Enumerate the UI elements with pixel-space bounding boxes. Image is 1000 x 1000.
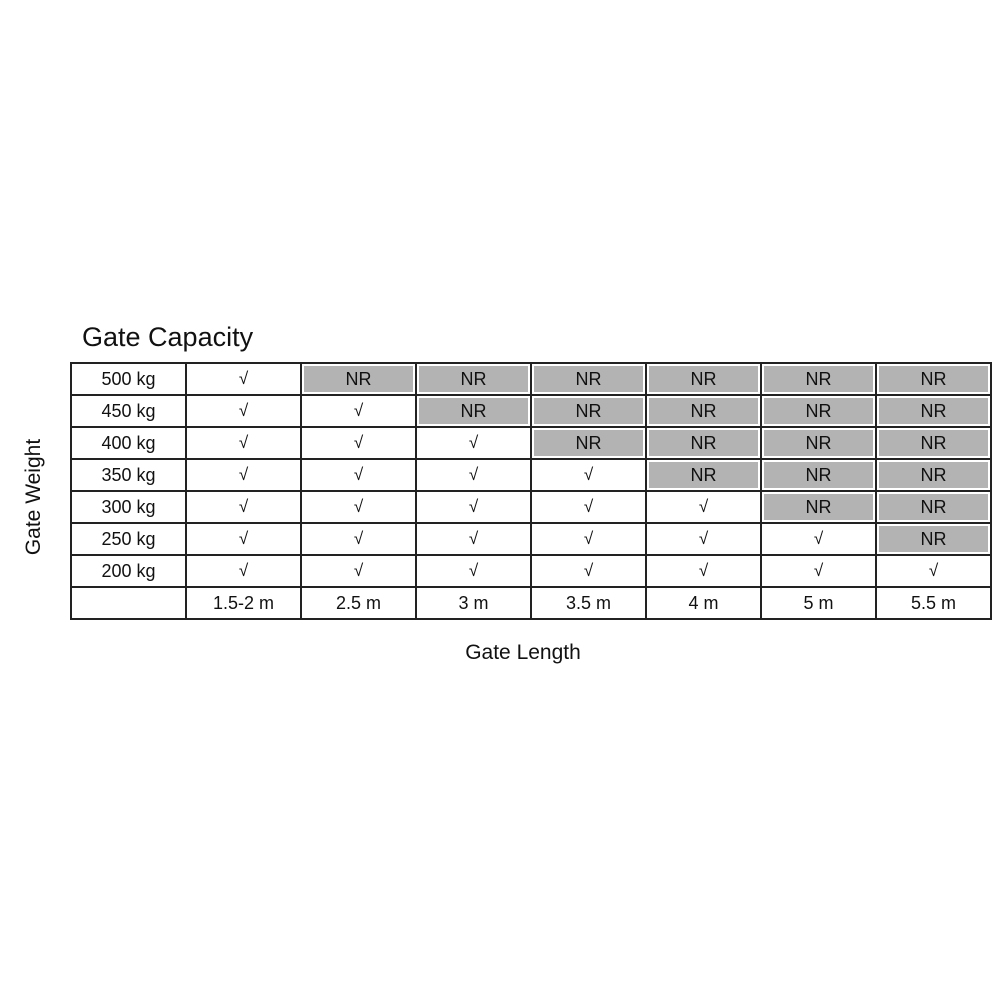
cell-not-recommended: NR bbox=[645, 458, 762, 492]
table-row: 250 kg √ √ √ √ √ √ NR bbox=[70, 522, 992, 556]
cell-check: √ bbox=[530, 522, 647, 556]
cell-not-recommended: NR bbox=[415, 394, 532, 428]
cell-not-recommended: NR bbox=[760, 362, 877, 396]
row-label: 350 kg bbox=[70, 458, 187, 492]
cell-check: √ bbox=[300, 490, 417, 524]
cell-check: √ bbox=[185, 362, 302, 396]
cell-check: √ bbox=[300, 394, 417, 428]
cell-check: √ bbox=[645, 554, 762, 588]
cell-not-recommended: NR bbox=[760, 394, 877, 428]
column-label: 5.5 m bbox=[875, 586, 992, 620]
cell-check: √ bbox=[415, 426, 532, 460]
cell-not-recommended: NR bbox=[645, 362, 762, 396]
cell-not-recommended: NR bbox=[875, 362, 992, 396]
cell-not-recommended: NR bbox=[760, 458, 877, 492]
table-row: 450 kg √ √ NR NR NR NR NR bbox=[70, 394, 992, 428]
cell-not-recommended: NR bbox=[530, 394, 647, 428]
table-row: 300 kg √ √ √ √ √ NR NR bbox=[70, 490, 992, 524]
table-row: 400 kg √ √ √ NR NR NR NR bbox=[70, 426, 992, 460]
cell-not-recommended: NR bbox=[875, 394, 992, 428]
cell-check: √ bbox=[530, 490, 647, 524]
row-label: 250 kg bbox=[70, 522, 187, 556]
row-label: 450 kg bbox=[70, 394, 187, 428]
row-label: 200 kg bbox=[70, 554, 187, 588]
cell-not-recommended: NR bbox=[530, 426, 647, 460]
table-row: 350 kg √ √ √ √ NR NR NR bbox=[70, 458, 992, 492]
cell-not-recommended: NR bbox=[760, 426, 877, 460]
cell-check: √ bbox=[530, 554, 647, 588]
table-row: 500 kg √ NR NR NR NR NR NR bbox=[70, 362, 992, 396]
column-label: 1.5-2 m bbox=[185, 586, 302, 620]
cell-check: √ bbox=[415, 554, 532, 588]
cell-not-recommended: NR bbox=[645, 426, 762, 460]
cell-not-recommended: NR bbox=[760, 490, 877, 524]
cell-check: √ bbox=[185, 394, 302, 428]
cell-check: √ bbox=[185, 522, 302, 556]
row-label: 500 kg bbox=[70, 362, 187, 396]
column-label: 5 m bbox=[760, 586, 877, 620]
row-label: 300 kg bbox=[70, 490, 187, 524]
cell-not-recommended: NR bbox=[875, 426, 992, 460]
cell-check: √ bbox=[415, 522, 532, 556]
chart-title: Gate Capacity bbox=[82, 322, 254, 352]
cell-not-recommended: NR bbox=[645, 394, 762, 428]
corner-cell bbox=[70, 586, 187, 620]
cell-check: √ bbox=[875, 554, 992, 588]
cell-check: √ bbox=[760, 522, 877, 556]
cell-check: √ bbox=[185, 554, 302, 588]
cell-check: √ bbox=[300, 426, 417, 460]
column-label: 3 m bbox=[415, 586, 532, 620]
x-axis-label: Gate Length bbox=[465, 641, 581, 664]
cell-not-recommended: NR bbox=[875, 522, 992, 556]
column-label: 2.5 m bbox=[300, 586, 417, 620]
cell-check: √ bbox=[415, 490, 532, 524]
cell-check: √ bbox=[300, 554, 417, 588]
cell-not-recommended: NR bbox=[530, 362, 647, 396]
cell-check: √ bbox=[300, 522, 417, 556]
row-label: 400 kg bbox=[70, 426, 187, 460]
cell-not-recommended: NR bbox=[415, 362, 532, 396]
cell-check: √ bbox=[415, 458, 532, 492]
cell-check: √ bbox=[760, 554, 877, 588]
cell-check: √ bbox=[185, 458, 302, 492]
cell-check: √ bbox=[185, 426, 302, 460]
y-axis-label: Gate Weight bbox=[22, 438, 45, 556]
cell-not-recommended: NR bbox=[300, 362, 417, 396]
cell-check: √ bbox=[645, 522, 762, 556]
cell-check: √ bbox=[185, 490, 302, 524]
capacity-table: 500 kg √ NR NR NR NR NR NR 450 kg √ √ NR NR NR NR NR 400… bbox=[70, 362, 992, 620]
cell-not-recommended: NR bbox=[875, 458, 992, 492]
cell-check: √ bbox=[645, 490, 762, 524]
table-row: 200 kg √ √ √ √ √ √ √ bbox=[70, 554, 992, 588]
cell-check: √ bbox=[300, 458, 417, 492]
cell-check: √ bbox=[530, 458, 647, 492]
column-label: 4 m bbox=[645, 586, 762, 620]
column-label: 3.5 m bbox=[530, 586, 647, 620]
cell-not-recommended: NR bbox=[875, 490, 992, 524]
